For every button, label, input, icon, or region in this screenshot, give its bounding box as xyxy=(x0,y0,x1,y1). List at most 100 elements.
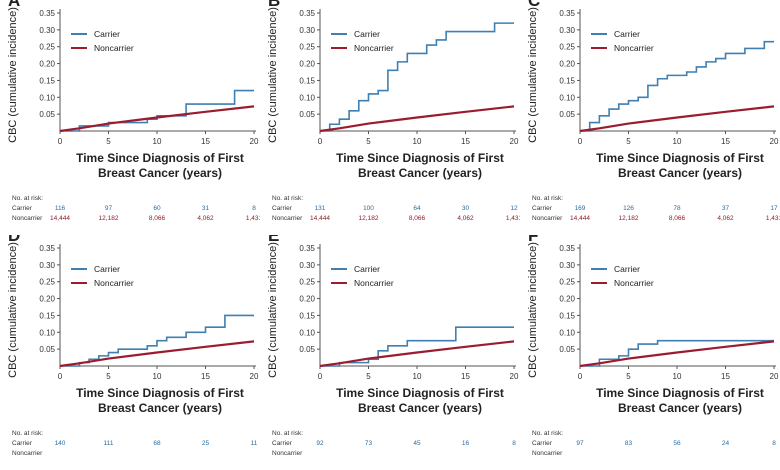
y-tick-label: 0.10 xyxy=(299,328,315,337)
x-tick-label: 15 xyxy=(461,137,470,146)
risk-count-carrier: 126 xyxy=(623,205,634,212)
carrier-curve xyxy=(320,326,514,367)
x-tick-label: 0 xyxy=(58,372,63,381)
x-axis-label: Time Since Diagnosis of First Breast Can… xyxy=(76,151,244,180)
risk-row-noncarrier: Noncarrier xyxy=(532,450,778,460)
x-tick-label: 5 xyxy=(366,372,371,381)
risk-count-carrier: 111 xyxy=(103,440,114,447)
carrier-curve xyxy=(580,339,774,367)
risk-count-noncarrier: 14,444 xyxy=(310,215,330,222)
km-plot: 0.05 0.10 0.15 0.20 0.25 0.30 0.35 0 5 10 15 20 Carr… xyxy=(299,9,519,146)
y-tick-label: 0.05 xyxy=(299,110,315,119)
noncarrier-curve xyxy=(59,340,255,368)
risk-row-carrier: Carrier 92 73 45 16 8 xyxy=(272,440,518,450)
risk-table-title: No. at risk: xyxy=(12,195,44,202)
y-tick-label: 0.20 xyxy=(39,60,55,69)
risk-row-carrier: Carrier 131 100 64 30 12 xyxy=(272,205,518,215)
x-tick-label: 10 xyxy=(153,137,162,146)
y-tick-label: 0.25 xyxy=(39,278,55,287)
y-tick-label: 0.15 xyxy=(559,76,575,85)
noncarrier-curve xyxy=(319,105,515,133)
risk-count-noncarrier: 14,444 xyxy=(50,215,70,222)
km-plot: 0.05 0.10 0.15 0.20 0.25 0.30 0.35 0 5 10 15 20 Carr… xyxy=(559,9,779,146)
risk-count-noncarrier: 1,431 xyxy=(245,215,260,222)
panel-letter: D xyxy=(8,235,21,245)
x-tick-label: 5 xyxy=(106,372,111,381)
risk-row-carrier: Carrier 140 111 68 25 11 xyxy=(12,440,258,450)
risk-count-carrier: 116 xyxy=(54,205,66,212)
risk-count-carrier: 11 xyxy=(250,440,258,447)
risk-row-label: Noncarrier xyxy=(272,450,303,457)
y-tick-label: 0.10 xyxy=(559,93,575,102)
x-tick-label: 0 xyxy=(58,137,63,146)
legend-label-noncarrier: Noncarrier xyxy=(354,278,394,288)
y-tick-label: 0.05 xyxy=(39,345,55,354)
risk-count-carrier: 16 xyxy=(461,440,470,447)
risk-row-label: Carrier xyxy=(532,440,552,447)
risk-count-carrier: 131 xyxy=(314,205,326,212)
legend: Carrier Noncarrier xyxy=(591,29,654,53)
carrier-curve xyxy=(580,40,774,132)
y-tick-label: 0.20 xyxy=(299,295,315,304)
x-tick-label: 5 xyxy=(626,372,631,381)
x-tick-label: 10 xyxy=(153,372,162,381)
km-plot: 0.05 0.10 0.15 0.20 0.25 0.30 0.35 0 5 10 15 20 Carr… xyxy=(299,244,519,381)
risk-count-carrier: 83 xyxy=(624,440,633,447)
x-axis-label: Time Since Diagnosis of First Breast Can… xyxy=(596,151,764,180)
risk-count-noncarrier: 4,062 xyxy=(717,215,734,222)
risk-count-noncarrier: 8,066 xyxy=(408,215,426,222)
x-axis-label: Time Since Diagnosis of First Breast Can… xyxy=(76,386,244,415)
x-tick-label: 5 xyxy=(626,137,631,146)
legend-label-noncarrier: Noncarrier xyxy=(94,43,134,53)
risk-count-carrier: 8 xyxy=(512,440,516,447)
risk-count-carrier: 17 xyxy=(770,205,778,212)
panel-letter: E xyxy=(268,235,280,245)
legend: Carrier Noncarrier xyxy=(331,29,394,53)
y-tick-label: 0.30 xyxy=(39,261,55,270)
y-tick-label: 0.10 xyxy=(299,93,315,102)
x-tick-label: 10 xyxy=(413,372,422,381)
y-tick-label: 0.20 xyxy=(299,60,315,69)
x-tick-label: 20 xyxy=(770,372,779,381)
chart-panel-c: C CBC (cumulative incidence) 0.05 0.10 0.1… xyxy=(520,0,780,235)
y-tick-label: 0.35 xyxy=(299,244,315,253)
x-tick-label: 20 xyxy=(250,137,259,146)
risk-row-carrier: Carrier 169 126 78 37 17 xyxy=(532,205,778,215)
y-tick-label: 0.15 xyxy=(39,311,55,320)
panel-letter: F xyxy=(528,235,539,245)
y-tick-label: 0.15 xyxy=(299,311,315,320)
risk-count-carrier: 64 xyxy=(413,205,421,212)
risk-row-noncarrier: Noncarrier xyxy=(272,450,518,460)
x-tick-label: 0 xyxy=(578,372,583,381)
y-tick-label: 0.35 xyxy=(559,244,575,253)
risk-count-carrier: 31 xyxy=(201,205,210,212)
carrier-curve xyxy=(320,22,514,132)
legend-label-carrier: Carrier xyxy=(94,29,120,39)
risk-count-carrier: 97 xyxy=(104,205,113,212)
risk-table-title: No. at risk: xyxy=(272,195,304,202)
risk-row-noncarrier: Noncarrier 14,444 12,182 8,066 4,062 1,431 xyxy=(532,215,780,225)
y-tick-label: 0.25 xyxy=(39,43,55,52)
x-tick-label: 5 xyxy=(366,137,371,146)
carrier-curve xyxy=(60,89,254,132)
risk-row-label: Carrier xyxy=(12,205,32,212)
y-tick-label: 0.10 xyxy=(559,328,575,337)
risk-row-label: Carrier xyxy=(12,440,32,447)
risk-count-carrier: 68 xyxy=(153,440,161,447)
x-axis-label: Time Since Diagnosis of First Breast Can… xyxy=(336,151,504,180)
risk-count-noncarrier: 8,066 xyxy=(668,215,686,222)
risk-count-noncarrier: 12,182 xyxy=(358,215,379,222)
y-tick-label: 0.35 xyxy=(299,9,315,18)
risk-row-label: Noncarrier xyxy=(12,215,43,222)
risk-count-carrier: 92 xyxy=(316,440,324,447)
risk-count-noncarrier: 4,062 xyxy=(197,215,214,222)
risk-row-noncarrier: Noncarrier 14,444 12,182 8,066 4,062 1,431 xyxy=(272,215,520,225)
y-tick-label: 0.25 xyxy=(559,278,575,287)
carrier-curve xyxy=(60,314,254,367)
x-tick-label: 0 xyxy=(318,137,323,146)
legend-label-carrier: Carrier xyxy=(94,264,120,274)
risk-count-carrier: 30 xyxy=(461,205,470,212)
x-axis-label: Time Since Diagnosis of First Breast Can… xyxy=(336,386,504,415)
legend-label-noncarrier: Noncarrier xyxy=(94,278,134,288)
chart-panel-d: D CBC (cumulative incidence) 0.05 0.10 0.1… xyxy=(0,235,260,470)
